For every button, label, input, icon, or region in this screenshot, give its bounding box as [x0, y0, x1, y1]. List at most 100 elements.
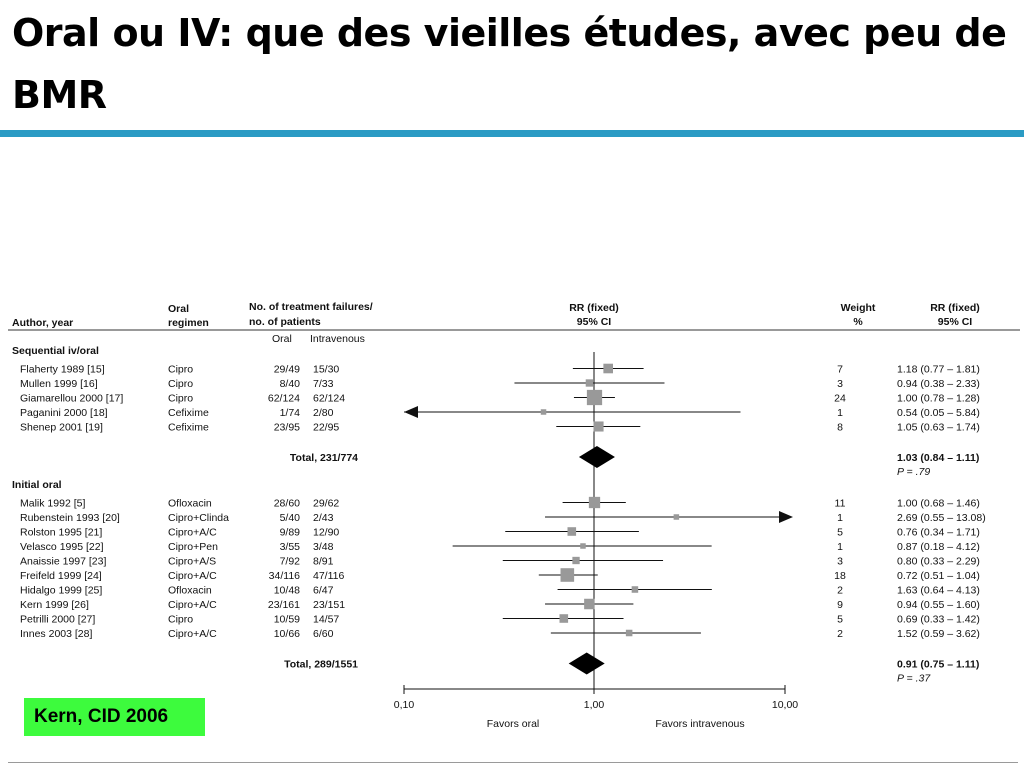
effect-square: [572, 556, 580, 565]
study-weight: 5: [837, 527, 843, 539]
study-iv-count: 6/47: [313, 585, 334, 597]
study-oral-count: 28/60: [274, 498, 300, 510]
study-author: Rubenstein 1993 [20]: [20, 512, 120, 524]
study-oral-count: 8/40: [280, 378, 301, 390]
study-iv-count: 7/33: [313, 378, 334, 390]
study-iv-count: 14/57: [313, 614, 339, 626]
study-iv-count: 23/151: [313, 599, 345, 611]
study-weight: 3: [837, 378, 843, 390]
header-oral: Oral: [272, 333, 292, 345]
x-axis: 0,10 1,00 10,00 Favors oral Favors intra…: [394, 685, 798, 730]
study-weight: 2: [837, 585, 843, 597]
header-rr-text-line1: RR (fixed): [930, 302, 980, 314]
study-rr-ci: 0.72 (0.51 – 1.04): [897, 570, 980, 582]
study-oral-count: 29/49: [274, 364, 300, 376]
ci-arrow-right: [779, 511, 793, 523]
ci-arrow-left: [404, 406, 418, 418]
study-iv-count: 47/116: [313, 570, 344, 582]
x-tick-label: 10,00: [772, 699, 798, 711]
study-oral-count: 62/124: [268, 393, 300, 405]
pooled-diamond: [578, 446, 615, 468]
effect-square: [567, 527, 577, 536]
study-iv-count: 62/124: [313, 393, 345, 405]
effect-square: [580, 543, 586, 549]
source-badge: Kern, CID 2006: [24, 698, 205, 736]
study-iv-count: 12/90: [313, 527, 339, 539]
effect-square: [673, 514, 680, 520]
study-rr-ci: 1.05 (0.63 – 1.74): [897, 422, 980, 434]
study-regimen: Cefixime: [168, 422, 209, 434]
study-author: Freifeld 1999 [24]: [20, 570, 102, 582]
effect-square: [584, 598, 595, 610]
study-weight: 24: [834, 393, 846, 405]
study-weight: 18: [834, 570, 846, 582]
study-oral-count: 3/55: [280, 541, 301, 553]
study-rr-ci: 0.94 (0.38 – 2.33): [897, 378, 980, 390]
study-author: Malik 1992 [5]: [20, 498, 85, 510]
study-rr-ci: 0.94 (0.55 – 1.60): [897, 599, 980, 611]
group-heading: Sequential iv/oral: [12, 345, 99, 357]
effect-square: [603, 363, 614, 374]
study-iv-count: 3/48: [313, 541, 334, 553]
study-iv-count: 8/91: [313, 556, 334, 568]
header-weight-line1: Weight: [841, 302, 876, 314]
effect-square: [560, 568, 575, 582]
group-heading: Initial oral: [12, 479, 62, 491]
study-iv-count: 22/95: [313, 422, 339, 434]
effect-square: [540, 409, 547, 415]
study-rr-ci: 0.80 (0.33 – 2.29): [897, 556, 980, 568]
study-rr-ci: 1.18 (0.77 – 1.81): [897, 364, 980, 376]
study-regimen: Cipro+A/C: [168, 628, 217, 640]
study-author: Mullen 1999 [16]: [20, 378, 98, 390]
study-author: Anaissie 1997 [23]: [20, 556, 106, 568]
study-oral-count: 10/66: [274, 628, 300, 640]
x-tick-label: 1,00: [584, 699, 605, 711]
study-iv-count: 29/62: [313, 498, 339, 510]
bottom-divider: [8, 762, 1018, 763]
header-rr-text-line2: 95% CI: [938, 316, 973, 328]
study-regimen: Cipro+A/S: [168, 556, 216, 568]
effect-square: [585, 379, 594, 387]
study-regimen: Cipro+Pen: [168, 541, 218, 553]
study-author: Petrilli 2000 [27]: [20, 614, 95, 626]
group-total-label: Total, 231/774: [290, 452, 358, 464]
table-header: Author, year Oral regimen No. of treatme…: [8, 301, 1020, 345]
study-rr-ci: 0.87 (0.18 – 4.12): [897, 541, 980, 553]
study-weight: 3: [837, 556, 843, 568]
study-regimen: Cipro+A/C: [168, 527, 217, 539]
study-oral-count: 34/116: [269, 570, 300, 582]
study-weight: 8: [837, 422, 843, 434]
study-rr-ci: 1.00 (0.78 – 1.28): [897, 393, 980, 405]
study-regimen: Cipro: [168, 614, 193, 626]
study-oral-count: 1/74: [280, 407, 301, 419]
group-total-label: Total, 289/1551: [284, 659, 358, 671]
study-weight: 1: [837, 541, 843, 553]
group-total-p-value: P = .79: [897, 466, 930, 478]
study-oral-count: 23/95: [274, 422, 300, 434]
study-author: Innes 2003 [28]: [20, 628, 92, 640]
study-rr-ci: 0.76 (0.34 – 1.71): [897, 527, 980, 539]
study-rr-ci: 1.00 (0.68 – 1.46): [897, 498, 980, 510]
study-iv-count: 6/60: [313, 628, 334, 640]
study-weight: 1: [837, 512, 843, 524]
effect-square: [588, 496, 601, 509]
header-weight-line2: %: [853, 316, 863, 328]
study-oral-count: 9/89: [280, 527, 301, 539]
study-rr-ci: 1.52 (0.59 – 3.62): [897, 628, 980, 640]
study-weight: 5: [837, 614, 843, 626]
study-regimen: Cefixime: [168, 407, 209, 419]
study-weight: 7: [837, 364, 843, 376]
study-regimen: Cipro+A/C: [168, 570, 217, 582]
study-rr-ci: 2.69 (0.55 – 13.08): [897, 512, 986, 524]
effect-square: [631, 586, 639, 593]
study-oral-count: 10/59: [274, 614, 300, 626]
study-author: Flaherty 1989 [15]: [20, 364, 105, 376]
study-author: Paganini 2000 [18]: [20, 407, 108, 419]
study-rr-ci: 1.63 (0.64 – 4.13): [897, 585, 980, 597]
study-author: Hidalgo 1999 [25]: [20, 585, 102, 597]
study-regimen: Cipro: [168, 378, 193, 390]
study-regimen: Cipro+Clinda: [168, 512, 229, 524]
study-weight: 1: [837, 407, 843, 419]
study-regimen: Cipro+A/C: [168, 599, 217, 611]
